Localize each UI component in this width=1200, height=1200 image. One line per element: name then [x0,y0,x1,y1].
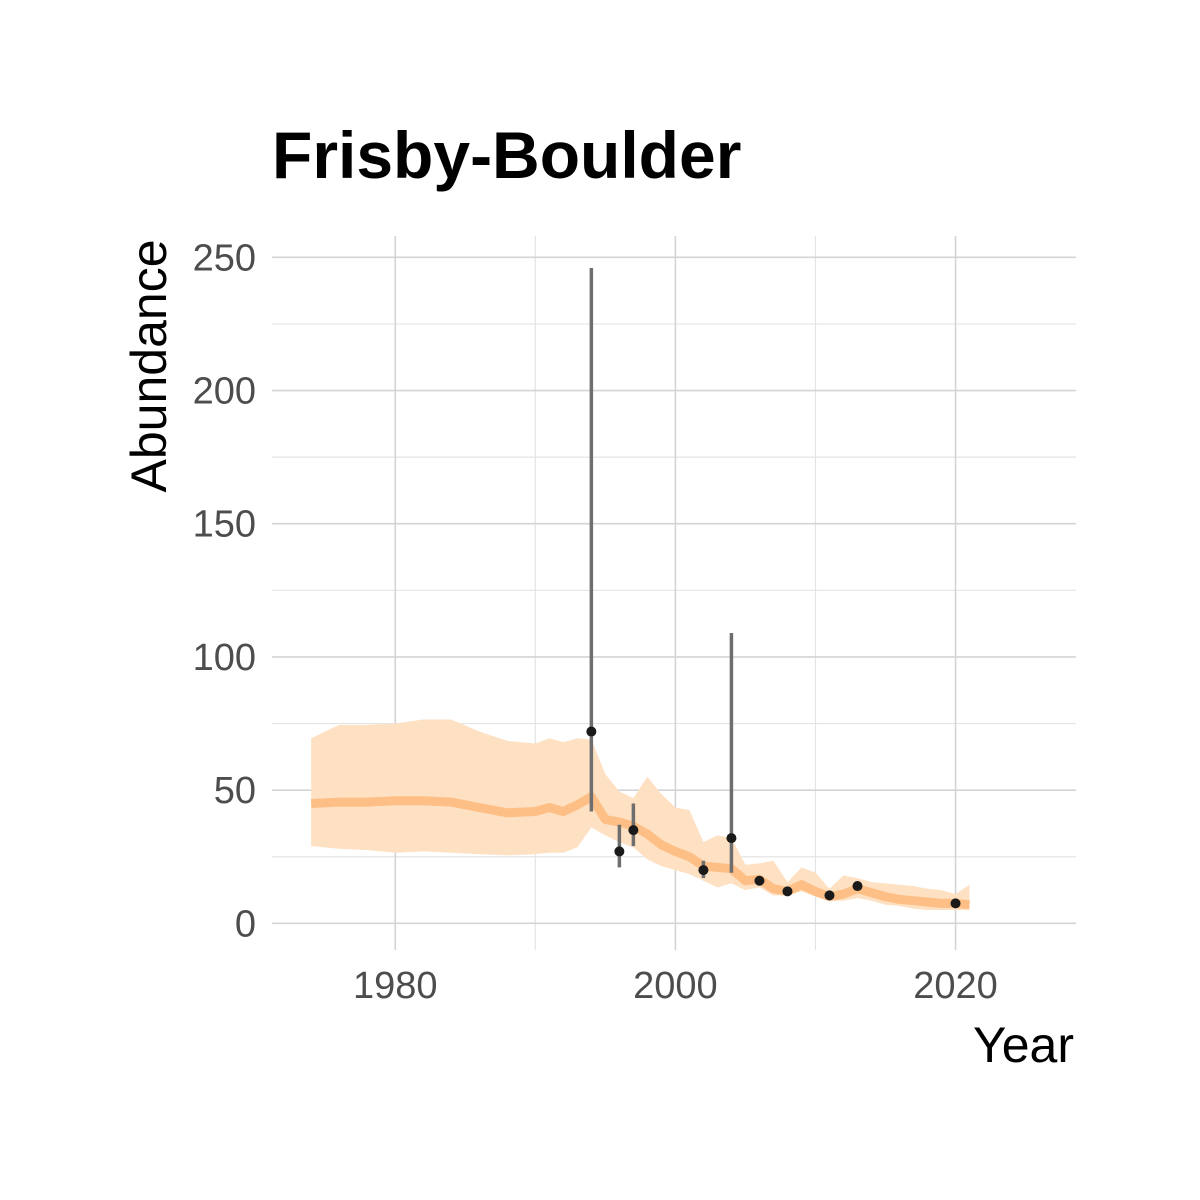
estimate-line [310,792,970,910]
observation-point [726,833,737,844]
observation-point [628,825,639,836]
confidence-ribbon-group [311,719,970,910]
observation-points-group [586,726,961,909]
y-tick-label: 100 [193,637,256,679]
y-tick-label: 150 [193,504,256,546]
x-tick-labels: 1980 2000 2020 [353,965,998,1007]
y-tick-label: 200 [193,371,256,413]
chart-title: Frisby-Boulder [272,118,741,192]
estimate-line-group [310,792,970,910]
observation-point [614,846,625,857]
x-axis-title: Year [973,1017,1074,1073]
y-tick-label: 0 [235,903,256,945]
observation-point [782,886,793,897]
observation-point [950,898,961,909]
y-tick-labels: 0 50 100 150 200 250 [193,237,256,945]
y-tick-label: 50 [214,770,256,812]
x-tick-label: 2000 [633,965,718,1007]
observation-point [824,890,835,901]
y-tick-label: 250 [193,237,256,279]
x-tick-label: 2020 [913,965,998,1007]
observation-point [698,865,709,876]
y-axis-title: Abundance [121,239,177,492]
confidence-ribbon [311,719,970,910]
observation-point [754,875,765,886]
observation-point [852,881,863,892]
x-tick-label: 1980 [353,965,438,1007]
observation-point [586,726,597,737]
error-bars-group [589,267,734,879]
